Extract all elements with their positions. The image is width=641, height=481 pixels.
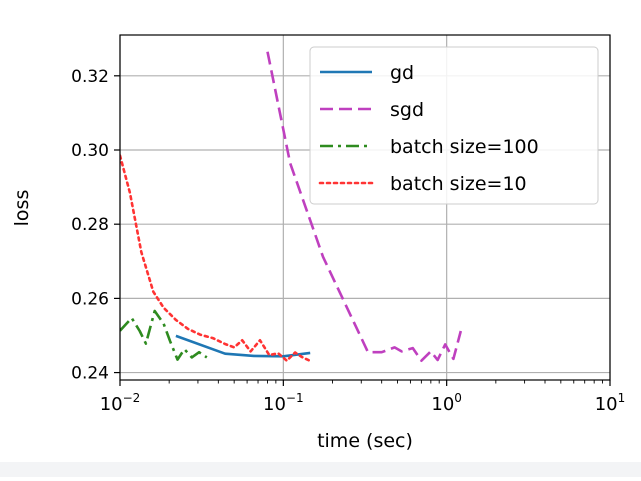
y-tick-label: 0.24 [71,364,109,384]
plot-frame [119,34,611,381]
axis-ticks: 0.24 0.26 0.28 0.30 0.32 10−2 10−1 100 101 [71,67,625,415]
legend: gd sgd batch size=100 batch size=10 [309,46,599,205]
y-tick-label: 0.30 [71,141,109,161]
y-tick-label: 0.32 [71,67,109,87]
legend-label-2: batch size=100 [390,136,539,158]
y-tick-label: 0.28 [71,215,109,235]
legend-label-0: gd [390,62,414,84]
legend-label-1: sgd [390,99,424,121]
legend-box [309,46,599,205]
series-layer [120,51,463,363]
x-tick-label: 10−2 [100,391,141,415]
series-line-2 [120,309,208,361]
y-axis-label: loss [11,190,33,227]
series-line-0 [175,334,311,358]
y-tick-label: 0.26 [71,289,109,309]
x-tick-label: 100 [431,391,462,415]
series-line-1 [266,51,463,363]
x-tick-label: 10−1 [263,391,304,415]
bottom-strip [0,462,641,477]
x-tick-label: 101 [595,391,626,415]
legend-label-3: batch size=10 [390,173,527,195]
x-axis-label: time (sec) [317,430,413,452]
series-line-3 [120,154,312,363]
